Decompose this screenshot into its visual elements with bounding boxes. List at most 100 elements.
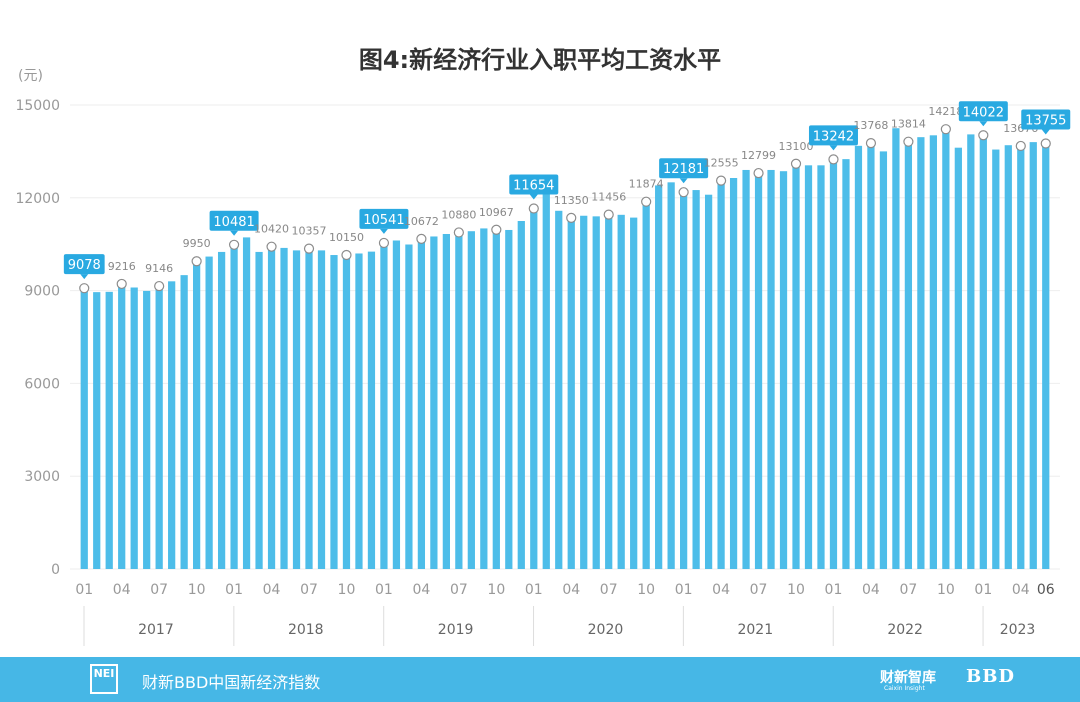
x-tick-label: 10: [937, 582, 955, 598]
x-tick-label: 07: [600, 582, 618, 598]
highlight-label-box: [209, 210, 259, 231]
highlight-label-pointer: [829, 145, 838, 151]
value-label: 14218: [928, 105, 963, 118]
bar: [704, 194, 713, 569]
caixin-insight-logo: 财新智库: [880, 670, 936, 686]
bar: [230, 244, 238, 570]
x-tick-label: 04: [263, 582, 281, 598]
bar: [967, 134, 975, 570]
bar: [954, 147, 962, 570]
value-label: 9216: [108, 260, 136, 273]
value-label: 12799: [741, 149, 776, 162]
x-tick-label: 10: [487, 582, 505, 598]
x-tick-label: 04: [113, 582, 131, 598]
value-marker: [378, 237, 390, 249]
footer-bar: NEI 财新BBD中国新经济指数 财新智库 Caixin Insight BBD: [0, 657, 1080, 702]
bar: [255, 251, 263, 569]
bar: [492, 229, 500, 569]
value-label: 13814: [891, 118, 926, 131]
value-markers: [79, 124, 1051, 294]
x-tick-label: 04: [412, 582, 430, 598]
bar: [1042, 143, 1050, 569]
bar: [467, 231, 475, 569]
value-label: 13100: [779, 140, 814, 153]
bar: [180, 275, 188, 569]
bar: [1029, 142, 1037, 569]
bar: [580, 215, 588, 569]
bar: [667, 182, 675, 570]
bar: [305, 248, 313, 569]
highlight-label-text: 13242: [813, 129, 854, 144]
value-marker: [79, 283, 90, 294]
bar: [217, 251, 226, 569]
bar: [779, 171, 788, 569]
value-label: 11350: [554, 194, 589, 207]
year-label: 2023: [1000, 622, 1036, 638]
highlight-label-pointer: [529, 194, 538, 200]
x-tick-label: 01: [825, 582, 843, 598]
year-label: 2018: [288, 622, 324, 638]
y-tick-label: 3000: [24, 469, 60, 485]
bar: [879, 151, 888, 569]
value-marker: [865, 138, 877, 149]
bar: [80, 288, 88, 569]
highlight-label: 10541: [359, 208, 409, 234]
value-label: 9146: [145, 262, 173, 275]
bar: [155, 286, 163, 569]
highlight-label: 13242: [808, 125, 858, 151]
value-marker: [790, 158, 802, 169]
highlight-label-text: 11654: [513, 179, 554, 194]
y-tick-label: 9000: [24, 284, 60, 300]
bar: [280, 247, 288, 570]
bar: [205, 256, 213, 569]
value-marker: [1015, 140, 1026, 152]
value-marker: [266, 241, 277, 252]
bar: [792, 163, 800, 570]
value-marker: [341, 249, 352, 261]
footer-source: 财新BBD中国新经济指数: [142, 673, 321, 692]
bar: [317, 250, 326, 570]
highlight-label: 11654: [509, 174, 559, 200]
value-marker: [154, 280, 165, 292]
highlight-label-pointer: [1041, 129, 1050, 135]
bar: [93, 292, 101, 569]
bar: [817, 165, 825, 569]
bar: [417, 238, 426, 570]
value-marker: [603, 209, 614, 220]
value-marker: [978, 130, 989, 141]
bar: [630, 217, 638, 569]
bar: [917, 137, 925, 570]
bar: [867, 143, 875, 569]
x-tick-label: 04: [562, 582, 580, 598]
bar: [168, 281, 176, 569]
bar: [892, 128, 900, 569]
highlight-label-text: 10481: [213, 215, 254, 230]
year-label: 2022: [887, 622, 923, 638]
bars: [80, 128, 1050, 570]
value-label: 10420: [254, 223, 289, 236]
bar: [455, 232, 463, 570]
bar: [267, 246, 276, 569]
bar: [979, 135, 987, 569]
value-label: 11456: [591, 191, 626, 204]
bar: [942, 129, 950, 569]
value-marker: [566, 212, 577, 224]
bar: [292, 250, 301, 570]
x-tick-label: 04: [712, 582, 730, 598]
x-tick-label: 07: [300, 582, 318, 598]
bar: [605, 214, 613, 569]
bar: [729, 178, 738, 569]
bar: [1004, 145, 1012, 570]
bar: [193, 261, 201, 569]
bar: [829, 159, 838, 569]
value-marker: [528, 203, 539, 214]
value-marker: [453, 227, 464, 238]
value-marker: [753, 167, 764, 179]
bar: [380, 242, 388, 569]
x-tick-label: 01: [225, 582, 243, 598]
highlight-label-box: [958, 101, 1008, 122]
x-tick-label: 07: [750, 582, 768, 598]
highlight-label: 10481: [209, 210, 259, 236]
highlight-label-text: 9078: [68, 258, 101, 273]
x-axis-years: 2017 2018 2019 2020 2021 2022 2023: [83, 606, 1036, 646]
